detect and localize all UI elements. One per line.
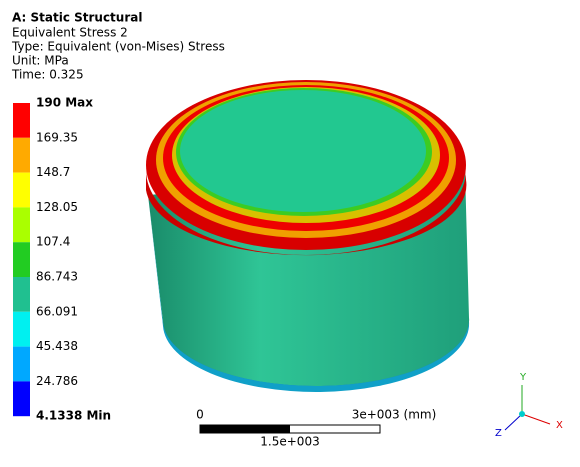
legend-band	[13, 103, 30, 138]
legend-band	[13, 172, 30, 208]
header-line: Time: 0.325	[11, 68, 84, 82]
triad-z: Z	[495, 428, 502, 439]
header-line: Equivalent Stress 2	[12, 26, 128, 40]
triad-x: X	[556, 420, 563, 431]
legend-band	[13, 346, 30, 382]
scale-middle: 1.5e+003	[260, 435, 319, 449]
legend-band	[13, 242, 30, 277]
scale-end: 3e+003 (mm)	[352, 408, 437, 422]
legend-band	[13, 207, 30, 243]
legend-label: 128.05	[36, 200, 78, 214]
legend-label: 148.7	[36, 165, 70, 179]
header-line: Unit: MPa	[12, 54, 69, 68]
legend-label: 4.1338 Min	[36, 409, 111, 423]
legend-band	[13, 277, 30, 312]
legend-label: 190 Max	[36, 96, 93, 110]
legend-label: 169.35	[36, 130, 78, 144]
legend-label: 86.743	[36, 270, 78, 284]
legend-label: 45.438	[36, 339, 78, 353]
legend-band	[13, 137, 30, 173]
legend-band	[13, 381, 30, 417]
triad: Y X Z	[495, 372, 563, 439]
title: A: Static Structural	[12, 11, 142, 25]
legend-band	[13, 311, 30, 347]
model	[146, 80, 470, 392]
header-line: Type: Equivalent (von-Mises) Stress	[11, 40, 225, 54]
triad-y: Y	[519, 372, 527, 383]
scale-start: 0	[196, 408, 204, 422]
scale-bar-fill	[200, 425, 290, 433]
legend-label: 24.786	[36, 374, 78, 388]
legend-label: 66.091	[36, 304, 78, 318]
legend-label: 107.4	[36, 235, 70, 249]
